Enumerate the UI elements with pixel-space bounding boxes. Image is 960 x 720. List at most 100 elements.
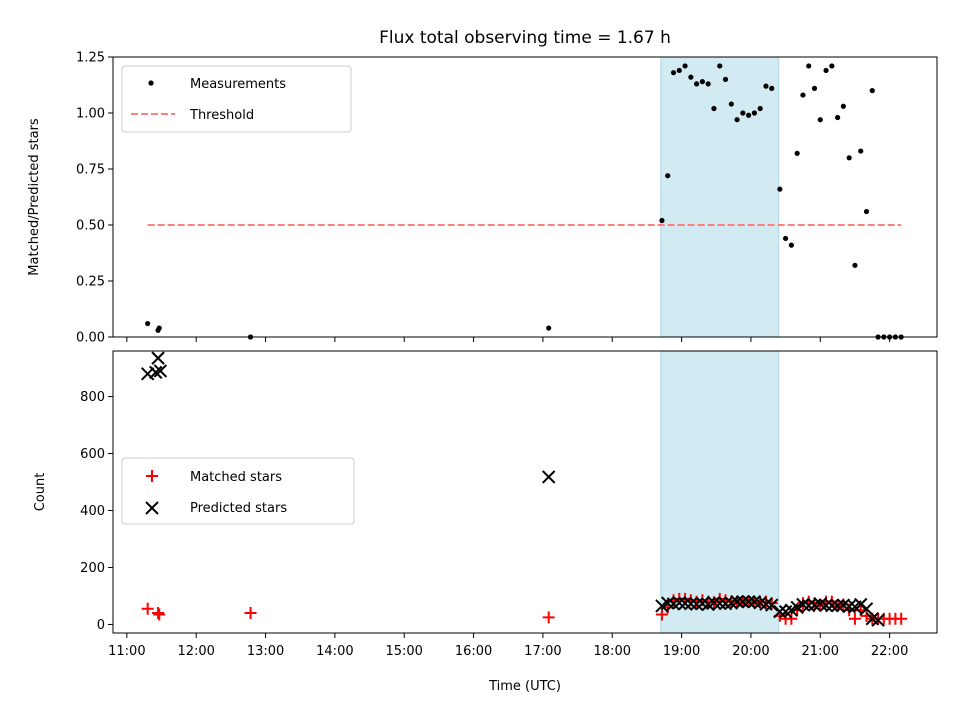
- y-tick-label: 1.00: [76, 107, 105, 122]
- measurement-point: [858, 148, 864, 154]
- x-tick-label: 22:00: [871, 644, 908, 659]
- predicted-stars-point: [773, 604, 787, 619]
- x-tick-label: 12:00: [177, 644, 214, 659]
- predicted-stars-point: [842, 599, 856, 614]
- measurement-point: [783, 235, 789, 242]
- measurement-point: [682, 63, 688, 69]
- measurement-point: [751, 110, 758, 116]
- predicted-stars-point: [765, 598, 779, 612]
- predicted-stars-point: [871, 613, 885, 627]
- measurement-point: [777, 186, 783, 192]
- y-tick-label: 200: [80, 561, 105, 576]
- measurement-point: [740, 110, 746, 116]
- measurement-point: [763, 83, 769, 89]
- predicted-stars-point: [736, 594, 750, 609]
- counts-ylabel: Count: [33, 473, 48, 512]
- measurement-point: [800, 92, 806, 98]
- measurement-point: [728, 101, 734, 107]
- y-tick-label: 1.25: [76, 51, 105, 66]
- measurement-point: [835, 114, 841, 121]
- measurement-point: [746, 112, 752, 118]
- legend-predicted-marker: [145, 501, 159, 515]
- predicted-stars-point: [678, 596, 692, 611]
- matched-stars-point: [141, 602, 154, 615]
- measurement-point: [840, 103, 846, 109]
- counts-legend-box: [121, 457, 355, 525]
- predicted-stars-point: [718, 596, 733, 611]
- counts-frame: [112, 350, 938, 634]
- x-tick-label: 11:00: [108, 644, 145, 659]
- measurement-point: [829, 63, 835, 69]
- x-tick-label: 15:00: [385, 644, 422, 659]
- legend-measurements-marker: [148, 80, 154, 86]
- predicted-stars-point: [825, 598, 839, 613]
- measurement-point: [863, 208, 870, 215]
- measurement-point: [734, 117, 740, 123]
- measurement-point: [711, 105, 717, 112]
- x-tick-label: 16:00: [455, 644, 492, 659]
- measurement-point: [823, 67, 829, 74]
- matched-stars-point: [244, 607, 257, 620]
- measurement-point: [846, 155, 852, 161]
- measurement-point: [694, 81, 700, 87]
- y-tick-label: 600: [80, 447, 105, 462]
- ratio-legend: Measurements Threshold: [121, 65, 352, 133]
- measurement-point: [156, 325, 162, 331]
- counts-legend: Matched stars Predicted stars: [121, 457, 355, 525]
- measurement-point: [788, 242, 794, 248]
- predicted-stars-point: [151, 351, 165, 365]
- x-tick-label: 20:00: [732, 644, 769, 659]
- ratio-axes: 0.00 0.25 0.50 0.75 1.00 1.25: [76, 51, 891, 346]
- measurement-point: [665, 173, 671, 179]
- ratio-ylabel: Matched/Predicted stars: [27, 118, 42, 276]
- measurement-point: [670, 70, 677, 76]
- predicted-stars-point: [854, 597, 868, 612]
- predicted-stars-point: [730, 594, 744, 609]
- measurement-point: [699, 79, 705, 85]
- predicted-stars-point: [819, 598, 833, 613]
- legend-threshold-label: Threshold: [189, 108, 254, 123]
- measurement-point: [705, 81, 711, 87]
- ratio-highlight-span: [660, 56, 780, 338]
- measurement-point: [806, 63, 812, 69]
- matched-stars-point: [785, 612, 798, 625]
- predicted-stars-point: [713, 596, 727, 611]
- matched-stars-point: [152, 607, 165, 620]
- y-tick-label: 0: [97, 618, 105, 633]
- legend-measurements-label: Measurements: [190, 77, 286, 92]
- matched-stars-point: [848, 612, 861, 625]
- legend-predicted-label: Predicted stars: [190, 501, 287, 516]
- measurement-point: [769, 85, 775, 91]
- measurement-point: [676, 67, 682, 74]
- counts-highlight-span: [660, 350, 780, 634]
- x-tick-label: 13:00: [247, 644, 284, 659]
- predicted-stars-point: [830, 598, 845, 613]
- y-tick-label: 400: [80, 504, 105, 519]
- measurement-point: [817, 117, 823, 123]
- measurement-point: [546, 325, 552, 331]
- predicted-stars-point: [541, 470, 556, 484]
- ratio-legend-box: [121, 65, 352, 133]
- measurement-point: [869, 88, 875, 94]
- measurement-point: [811, 85, 818, 91]
- y-tick-label: 0.25: [76, 275, 105, 290]
- measurement-point: [145, 320, 151, 327]
- y-tick-label: 0.75: [76, 163, 105, 178]
- predicted-stars-point: [741, 594, 756, 609]
- x-tick-label: 18:00: [594, 644, 631, 659]
- legend-matched-marker: [146, 470, 158, 482]
- measurement-point: [794, 150, 800, 156]
- predicted-stars-point: [153, 364, 168, 378]
- x-tick-label: 21:00: [802, 644, 839, 659]
- x-tick-label: 14:00: [316, 644, 353, 659]
- measurement-point: [852, 262, 858, 268]
- counts-marks: [140, 351, 908, 627]
- counts-panel: 0 200 400 600 800 11:00 12:00 13:00 14:00 15:00 16…: [33, 350, 938, 659]
- matched-stars-point: [895, 612, 908, 625]
- ratio-marks: [145, 63, 904, 340]
- x-tick-label: 19:00: [663, 644, 700, 659]
- chart-title: Flux total observing time = 1.67 h: [379, 28, 671, 48]
- matched-stars-point: [153, 608, 166, 621]
- predicted-stars-point: [684, 596, 698, 611]
